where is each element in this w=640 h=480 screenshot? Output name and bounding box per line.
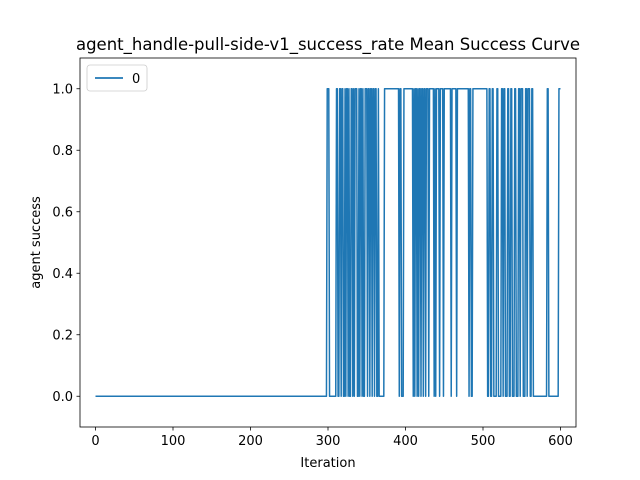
plot-area xyxy=(79,57,577,428)
y-tick-label: 0.4 xyxy=(52,267,73,282)
y-axis-label: agent success xyxy=(29,196,44,289)
legend-label: 0 xyxy=(132,72,140,87)
x-tick-label: 0 xyxy=(91,434,99,449)
y-tick-label: 0.2 xyxy=(52,328,73,343)
x-tick-label: 400 xyxy=(393,434,418,449)
chart-title: agent_handle-pull-side-v1_success_rate M… xyxy=(76,35,580,55)
series-line-0 xyxy=(95,88,561,397)
y-tick-label: 1.0 xyxy=(52,82,73,97)
x-axis: 0 100 200 300 400 500 600 xyxy=(91,427,573,449)
legend: 0 xyxy=(86,64,148,92)
line-layer xyxy=(95,88,561,397)
x-tick-label: 200 xyxy=(238,434,263,449)
x-tick-label: 600 xyxy=(548,434,573,449)
y-axis: 0.0 0.2 0.4 0.6 0.8 1.0 xyxy=(52,82,80,405)
y-tick-label: 0.6 xyxy=(52,205,73,220)
x-tick-label: 500 xyxy=(471,434,496,449)
y-tick-label: 0.8 xyxy=(52,144,73,159)
y-tick-label: 0.0 xyxy=(52,390,73,405)
x-axis-label: Iteration xyxy=(300,456,355,471)
x-tick-label: 300 xyxy=(316,434,341,449)
x-tick-label: 100 xyxy=(161,434,186,449)
